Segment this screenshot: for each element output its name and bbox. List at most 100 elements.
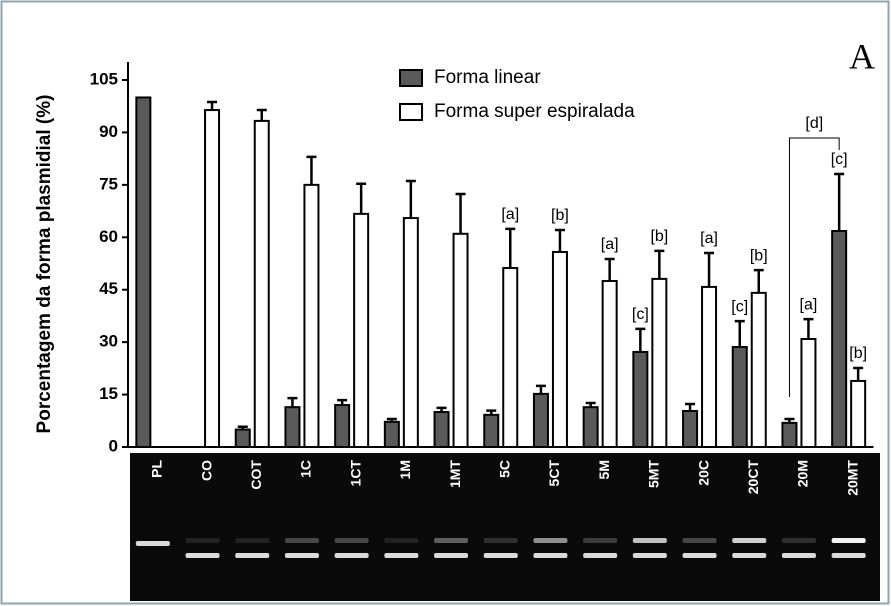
annotation: [d] bbox=[805, 115, 823, 132]
bar bbox=[454, 234, 468, 447]
annotation: [b] bbox=[849, 345, 867, 362]
gel-band bbox=[285, 538, 319, 543]
annotation: [c] bbox=[731, 298, 748, 315]
panel-label: A bbox=[849, 36, 875, 76]
lane-label: 20CT bbox=[745, 460, 761, 495]
gel-band bbox=[235, 538, 269, 543]
gel-band bbox=[633, 553, 667, 558]
bar bbox=[851, 381, 865, 447]
lane-label: 20MT bbox=[844, 460, 860, 496]
bar bbox=[385, 422, 399, 447]
lane-label: 1C bbox=[298, 460, 314, 478]
y-tick-label: 15 bbox=[99, 384, 118, 403]
page: A Porcentagem da forma plasmidial (%) 0 1… bbox=[0, 0, 891, 606]
lane-label: 5M bbox=[596, 460, 612, 479]
lane-label: COT bbox=[248, 460, 264, 490]
bar bbox=[801, 339, 815, 447]
lane-label: 5CT bbox=[546, 460, 562, 487]
gel-band bbox=[533, 538, 567, 543]
bar bbox=[534, 394, 548, 447]
y-tick-label: 30 bbox=[99, 332, 118, 351]
y-tick-label: 45 bbox=[99, 279, 118, 298]
bar bbox=[584, 407, 598, 447]
y-tick-label: 75 bbox=[99, 174, 118, 193]
bar bbox=[255, 121, 269, 447]
gel-band bbox=[782, 553, 816, 558]
bar bbox=[484, 415, 498, 447]
gel-band bbox=[583, 553, 617, 558]
gel-band bbox=[186, 553, 220, 558]
gel-band bbox=[832, 538, 866, 543]
bar bbox=[285, 407, 299, 447]
bar bbox=[683, 411, 697, 447]
y-axis-title: Porcentagem da forma plasmidial (%) bbox=[34, 95, 55, 434]
gel-band bbox=[335, 538, 369, 543]
bar bbox=[503, 268, 517, 447]
gel-band bbox=[683, 538, 717, 543]
bar bbox=[205, 110, 219, 447]
bar bbox=[752, 293, 766, 447]
lane-label: 20C bbox=[695, 460, 711, 486]
annotation: [b] bbox=[750, 247, 768, 264]
annotation: [b] bbox=[551, 207, 569, 224]
lane-label: PL bbox=[149, 460, 165, 478]
gel-band bbox=[832, 553, 866, 558]
annotation: [c] bbox=[831, 151, 848, 168]
annotation: [a] bbox=[601, 236, 619, 253]
legend-label: Forma linear bbox=[434, 67, 541, 88]
bar bbox=[733, 347, 747, 447]
gel-band bbox=[335, 553, 369, 558]
lane-label: 1M bbox=[397, 460, 413, 479]
gel-band bbox=[633, 538, 667, 543]
annotation: [a] bbox=[700, 230, 718, 247]
gel-band bbox=[235, 553, 269, 558]
lane-label: 20M bbox=[795, 460, 811, 487]
gel-band bbox=[434, 538, 468, 543]
bar bbox=[652, 279, 666, 447]
gel-band bbox=[136, 541, 170, 546]
bar bbox=[335, 405, 349, 447]
bar bbox=[633, 352, 647, 447]
gel-band bbox=[683, 553, 717, 558]
legend-swatch bbox=[400, 70, 422, 86]
legend-swatch bbox=[400, 104, 422, 120]
bar bbox=[304, 185, 318, 447]
bar bbox=[354, 214, 368, 447]
lane-label: 5MT bbox=[646, 460, 662, 488]
bar bbox=[832, 231, 846, 447]
gel-band bbox=[583, 538, 617, 543]
gel-band bbox=[285, 553, 319, 558]
bar bbox=[553, 252, 567, 447]
annotation: [a] bbox=[501, 206, 519, 223]
gel-band bbox=[533, 553, 567, 558]
y-tick-label: 60 bbox=[99, 227, 118, 246]
gel-band bbox=[484, 538, 518, 543]
y-tick-label: 90 bbox=[99, 122, 118, 141]
bar bbox=[404, 218, 418, 447]
lane-label: 5C bbox=[496, 460, 512, 478]
annotation: [c] bbox=[632, 306, 649, 323]
annotation: [a] bbox=[800, 296, 818, 313]
gel-band bbox=[782, 538, 816, 543]
gel-band bbox=[732, 538, 766, 543]
y-tick-label: 105 bbox=[90, 69, 118, 88]
bar bbox=[435, 412, 449, 447]
gel-band bbox=[384, 538, 418, 543]
gel-band bbox=[434, 553, 468, 558]
bar bbox=[136, 97, 150, 447]
y-tick-label: 0 bbox=[109, 436, 118, 455]
bar bbox=[236, 430, 250, 447]
bar bbox=[782, 423, 796, 447]
gel-band bbox=[186, 538, 220, 543]
gel-band bbox=[384, 553, 418, 558]
lane-label: CO bbox=[198, 460, 214, 481]
gel-band bbox=[484, 553, 518, 558]
annotation: [b] bbox=[650, 228, 668, 245]
gel-band bbox=[732, 553, 766, 558]
chart: A Porcentagem da forma plasmidial (%) 0 1… bbox=[0, 0, 891, 606]
bar bbox=[702, 287, 716, 447]
legend-label: Forma super espiralada bbox=[434, 101, 635, 122]
bar bbox=[603, 281, 617, 447]
lane-label: 1CT bbox=[347, 460, 363, 487]
lane-label: 1MT bbox=[447, 460, 463, 488]
